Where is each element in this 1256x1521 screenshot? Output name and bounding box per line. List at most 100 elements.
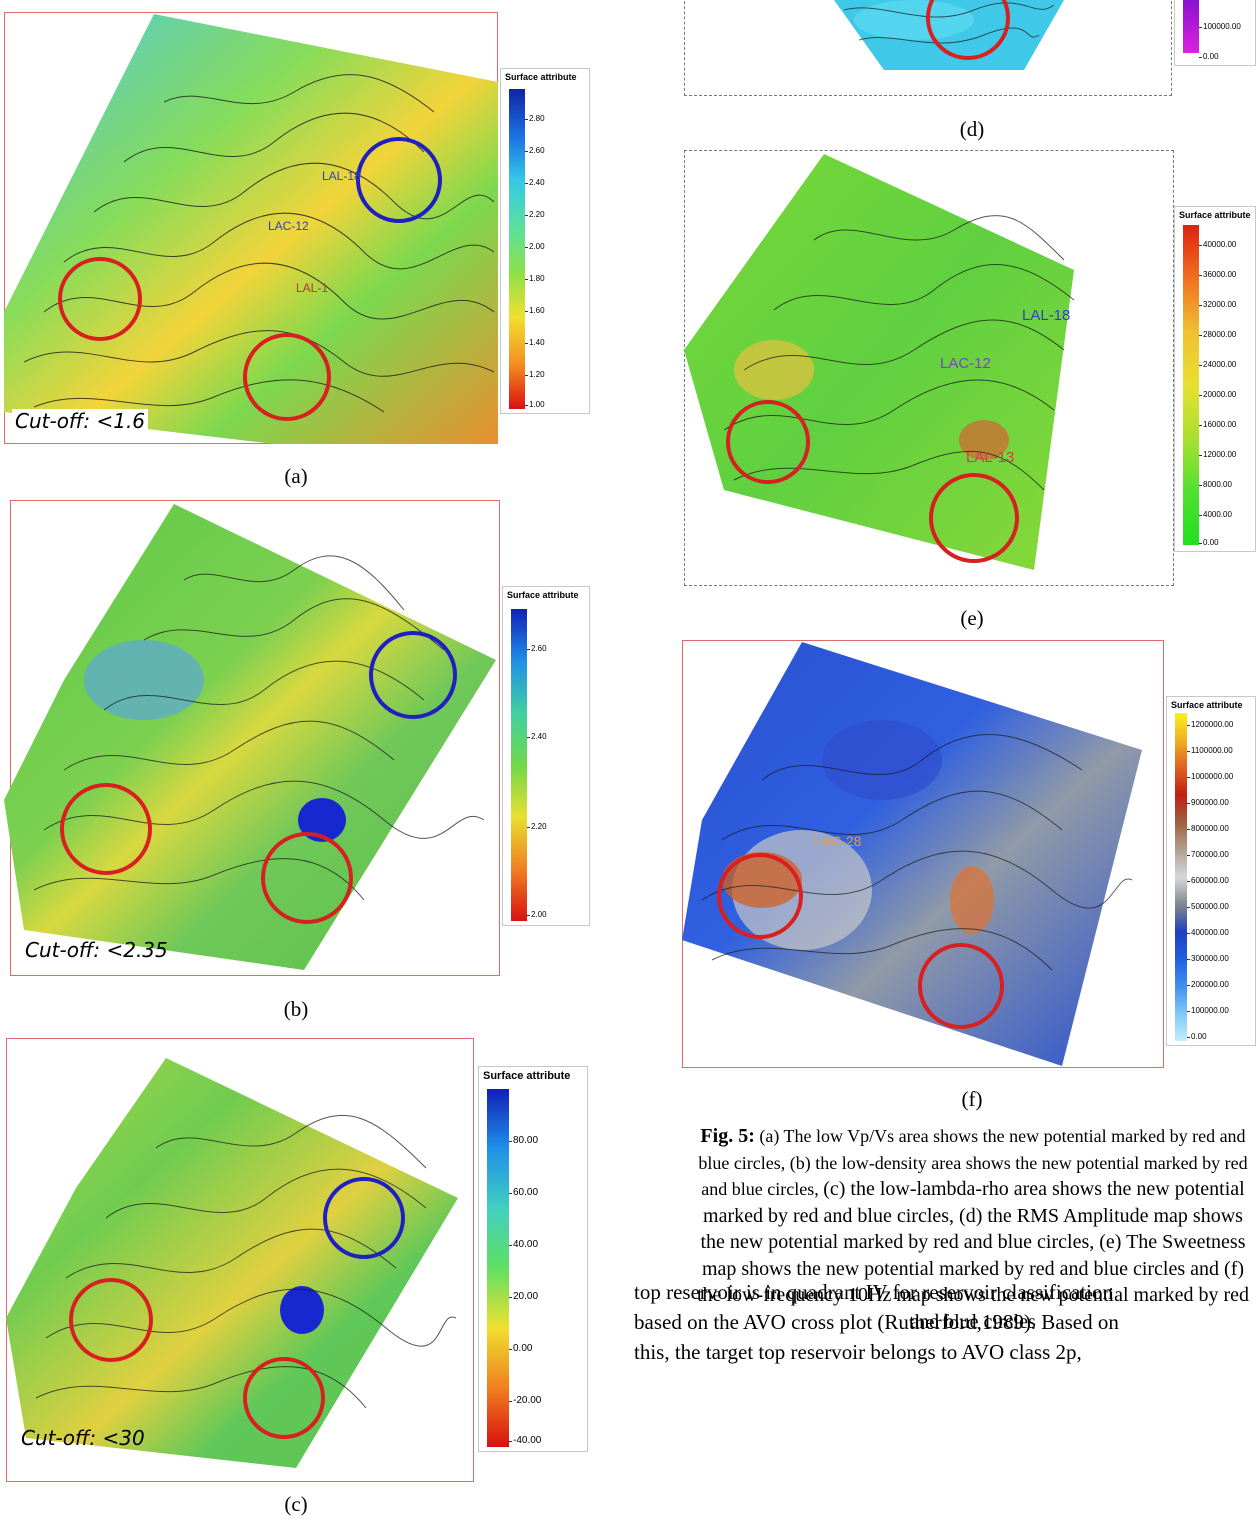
colorbar-tick: 80.00: [508, 1135, 539, 1146]
well-label: LAL-18: [322, 169, 361, 183]
colorbar-tick: 28000.00: [1198, 330, 1237, 339]
colorbar-tick: 32000.00: [1198, 300, 1237, 309]
cutoff-label: Cut-off: <2.35: [25, 938, 168, 962]
panel-label-e: (e): [960, 606, 984, 630]
colorbar-tick: 500000.00: [1187, 902, 1229, 911]
colorbar-tick: 1.40: [525, 338, 545, 347]
body-line: based on the AVO cross plot (Rutherford,…: [634, 1310, 1119, 1334]
colorbar-tick: 20.00: [508, 1291, 539, 1302]
colorbar-tick: 800000.00: [1187, 824, 1229, 833]
density-map: [4, 504, 496, 970]
colorbar-tick: 2.20: [525, 210, 545, 219]
figure-caption: Fig. 5: (a) The low Vp/Vs area shows the…: [694, 1123, 1252, 1335]
panel-b: Cut-off: <2.35 Surface attribute 2.60 2.…: [4, 500, 590, 976]
colorbar-tick: 100000.00: [1199, 22, 1241, 31]
colorbar-c: Surface attribute 80.00 60.00 40.00 20.0…: [478, 1066, 588, 1452]
colorbar-title: Surface attribute: [1179, 210, 1251, 220]
colorbar-tick: 2.80: [525, 114, 545, 123]
colorbar-title: Surface attribute: [505, 72, 577, 82]
colorbar-tick: 1200000.00: [1186, 720, 1234, 729]
colorbar-tick: 2.60: [525, 146, 545, 155]
colorbar-tick: 0.00: [1187, 1032, 1207, 1041]
caption-figure-number: Fig. 5:: [700, 1125, 755, 1147]
colorbar-tick: 2.00: [525, 242, 545, 251]
colorbar-tick: 12000.00: [1198, 450, 1237, 459]
colorbar-tick: 2.20: [527, 822, 547, 831]
caption-text-a: (a) The low Vp/Vs area shows the new pot…: [698, 1126, 1246, 1173]
colorbar-title: Surface attribute: [507, 590, 579, 600]
colorbar-tick: 40.00: [508, 1239, 539, 1250]
colorbar-title: Surface attribute: [483, 1070, 571, 1082]
colorbar-gradient: [487, 1089, 509, 1447]
colorbar-title: Surface attribute: [1171, 700, 1243, 710]
sweetness-map: LAL-18 LAC-12 LAL-13: [684, 154, 1075, 570]
colorbar-tick: 0.00: [1199, 52, 1219, 61]
vp-vs-map: LAL-18 LAC-12 LAL-1: [4, 14, 498, 444]
colorbar-tick: 2.40: [527, 732, 547, 741]
caption-text-c: (c) the low-lambda-rho area shows the ne…: [696, 1178, 1250, 1333]
colorbar-tick: 1100000.00: [1187, 746, 1233, 755]
panel-c: Cut-off: <30 Surface attribute 80.00 60.…: [6, 1038, 588, 1482]
colorbar-tick: 200000.00: [1187, 980, 1229, 989]
colorbar-tick: 36000.00: [1198, 270, 1237, 279]
colorbar-tick: 900000.00: [1187, 798, 1229, 807]
well-label: LAC-12: [940, 355, 991, 372]
colorbar-tick: 0.00: [1199, 538, 1219, 547]
colorbar-tick: 700000.00: [1187, 850, 1229, 859]
colorbar-tick: 1.00: [525, 400, 545, 409]
panel-label-d: (d): [959, 117, 985, 141]
colorbar-tick: 40000.00: [1198, 240, 1237, 249]
panel-label-a: (a): [284, 464, 308, 488]
colorbar-tick: 600000.00: [1187, 876, 1229, 885]
panel-label-f: (f): [961, 1087, 983, 1111]
colorbar-tick: 300000.00: [1187, 954, 1229, 963]
panel-label-c: (c): [284, 1492, 308, 1516]
colorbar-tick: 24000.00: [1198, 360, 1237, 369]
low-frequency-map: LAC-28: [682, 642, 1142, 1066]
colorbar-tick: 100000.00: [1187, 1006, 1229, 1015]
well-label: LAL-18: [1022, 307, 1070, 324]
body-line: top reservoir is in quadrant IV for rese…: [634, 1280, 1113, 1304]
colorbar-gradient: [1175, 713, 1187, 1041]
colorbar-tick: 1.80: [525, 274, 545, 283]
colorbar-b: Surface attribute 2.60 2.40 2.20 2.00: [502, 586, 590, 926]
colorbar-tick: 1000000.00: [1186, 772, 1234, 781]
colorbar-tick: -40.00: [508, 1435, 542, 1446]
panel-f: LAC-28 Surface attribute 1200000.00 1100…: [682, 640, 1256, 1068]
colorbar-tick: 1.60: [525, 306, 545, 315]
well-label: LAL-1: [296, 281, 328, 295]
colorbar-tick: 20000.00: [1198, 390, 1237, 399]
colorbar-gradient: [1183, 225, 1199, 545]
colorbar-tick: 400000.00: [1187, 928, 1229, 937]
panel-d: 100000.00 0.00: [684, 0, 1256, 98]
rms-amplitude-map: [834, 0, 1064, 70]
colorbar-gradient: [511, 609, 527, 921]
well-label: LAC-28: [814, 833, 862, 849]
colorbar-gradient: [1183, 0, 1199, 53]
colorbar-tick: 2.00: [527, 910, 547, 919]
colorbar-gradient: [509, 89, 525, 409]
cutoff-label: Cut-off: <1.6: [12, 409, 149, 433]
lambda-rho-map: [6, 1058, 458, 1468]
colorbar-tick: 1.20: [525, 370, 545, 379]
colorbar-tick: -20.00: [508, 1395, 542, 1406]
colorbar-tick: 0.00: [508, 1343, 533, 1354]
colorbar-tick: 4000.00: [1199, 510, 1232, 519]
colorbar-tick: 60.00: [508, 1187, 539, 1198]
body-paragraph: top reservoir is in quadrant IV for rese…: [634, 1277, 1256, 1367]
panel-a: LAL-18 LAC-12 LAL-1 Cut-off: <1.6 Surfac…: [4, 12, 590, 444]
colorbar-tick: 2.40: [525, 178, 545, 187]
caption-text-b: (b) the low-density area shows the new p…: [701, 1152, 1248, 1200]
panel-e: LAL-18 LAC-12 LAL-13 Surface attribute 4…: [684, 150, 1256, 586]
panel-label-b: (b): [283, 997, 309, 1021]
colorbar-tick: 8000.00: [1199, 480, 1232, 489]
colorbar-a: Surface attribute 2.80 2.60 2.40 2.20 2.…: [500, 68, 590, 414]
cutoff-label: Cut-off: <30: [21, 1426, 145, 1450]
colorbar-tick: 16000.00: [1198, 420, 1237, 429]
well-label: LAL-13: [966, 449, 1014, 466]
body-line: this, the target top reservoir belongs t…: [634, 1340, 1082, 1364]
colorbar-tick: 2.60: [527, 644, 547, 653]
colorbar-f: Surface attribute 1200000.00 1100000.00 …: [1166, 696, 1256, 1046]
colorbar-d: 100000.00 0.00: [1174, 0, 1256, 66]
colorbar-e: Surface attribute 40000.00 36000.00 3200…: [1174, 206, 1256, 552]
